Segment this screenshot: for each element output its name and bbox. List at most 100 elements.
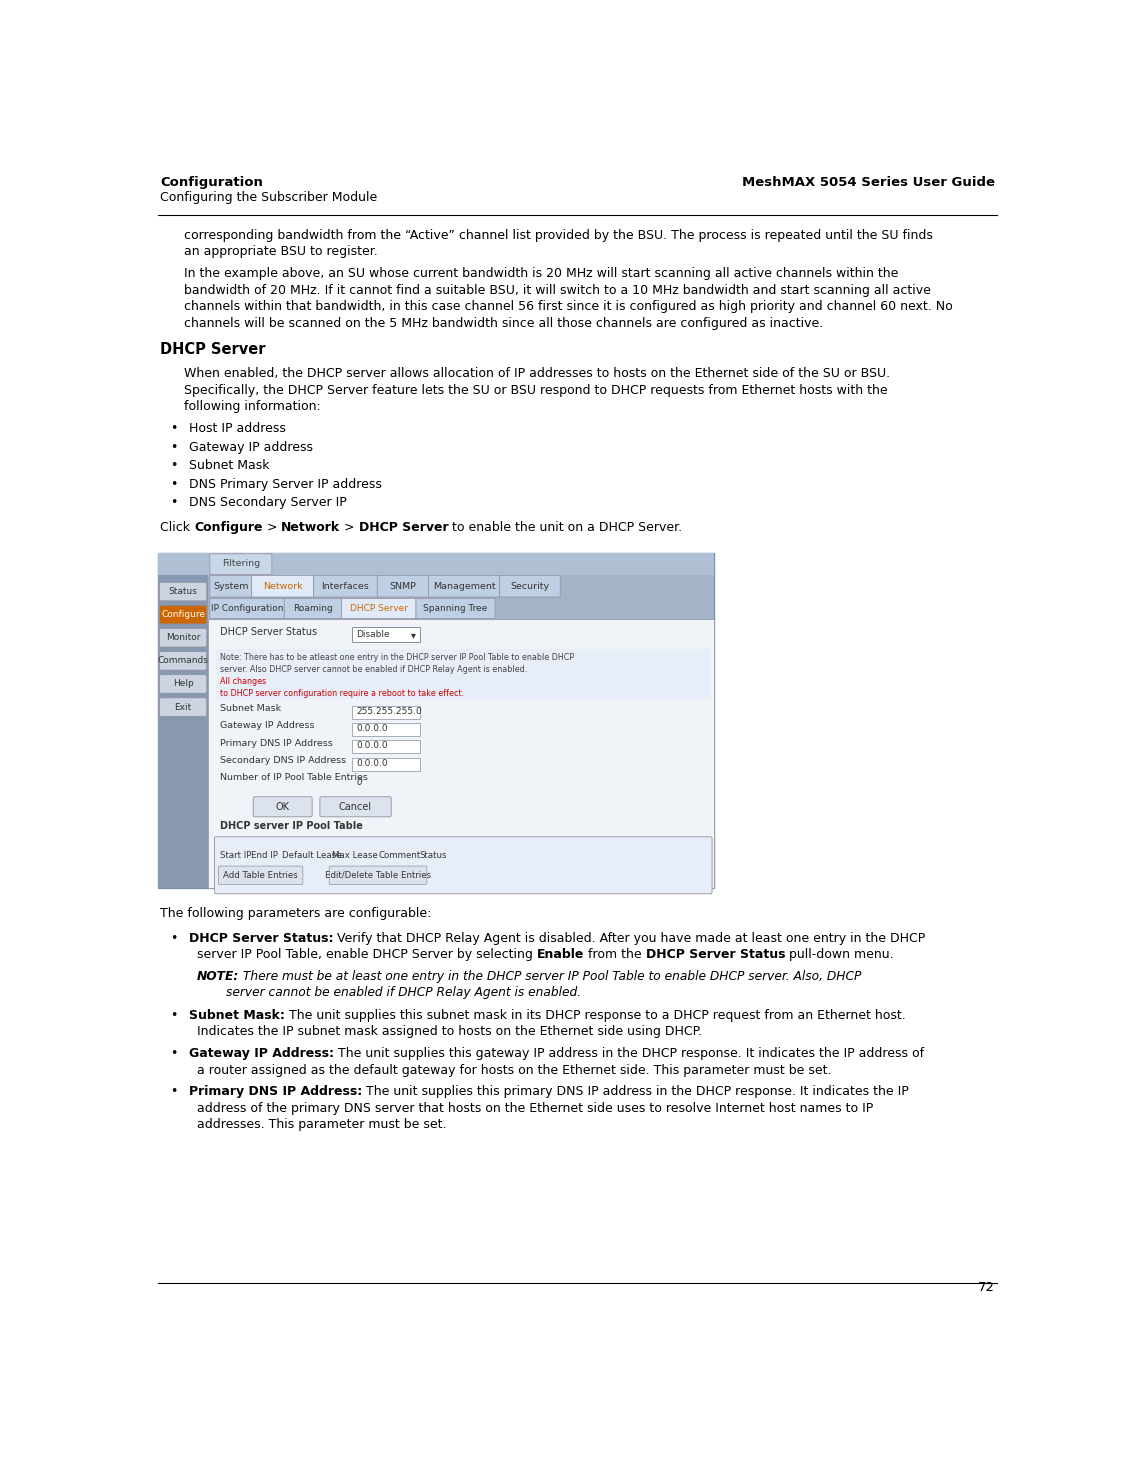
FancyBboxPatch shape — [216, 649, 710, 699]
Text: 0: 0 — [356, 778, 362, 787]
FancyBboxPatch shape — [352, 740, 420, 753]
FancyBboxPatch shape — [284, 599, 341, 618]
Text: All changes
to DHCP server configuration require a reboot to take effect.: All changes to DHCP server configuration… — [220, 677, 464, 697]
Text: In the example above, an SU whose current bandwidth is 20 MHz will start scannin: In the example above, an SU whose curren… — [184, 267, 898, 280]
FancyBboxPatch shape — [208, 619, 715, 888]
Text: Primary DNS IP Address: Primary DNS IP Address — [220, 738, 332, 747]
Text: Subnet Mask: Subnet Mask — [189, 459, 269, 473]
Text: Indicates the IP subnet mask assigned to hosts on the Ethernet side using DHCP.: Indicates the IP subnet mask assigned to… — [197, 1026, 702, 1038]
FancyBboxPatch shape — [352, 722, 420, 735]
FancyBboxPatch shape — [210, 575, 251, 597]
Text: Primary DNS IP Address:: Primary DNS IP Address: — [189, 1085, 362, 1098]
FancyBboxPatch shape — [428, 575, 499, 597]
Text: •: • — [170, 496, 178, 509]
Text: Help: Help — [172, 680, 194, 688]
FancyBboxPatch shape — [210, 599, 284, 618]
Text: •: • — [170, 477, 178, 490]
Text: DHCP Server: DHCP Server — [358, 521, 449, 534]
Text: The unit supplies this subnet mask in its DHCP response to a DHCP request from a: The unit supplies this subnet mask in it… — [285, 1009, 906, 1022]
FancyBboxPatch shape — [499, 575, 560, 597]
Text: 0.0.0.0: 0.0.0.0 — [356, 759, 388, 768]
Text: NOTE:: NOTE: — [197, 970, 239, 984]
Text: The unit supplies this gateway IP address in the DHCP response. It indicates the: The unit supplies this gateway IP addres… — [334, 1047, 924, 1060]
FancyBboxPatch shape — [158, 574, 208, 888]
Text: server cannot be enabled if DHCP Relay Agent is enabled.: server cannot be enabled if DHCP Relay A… — [227, 986, 582, 998]
FancyBboxPatch shape — [416, 599, 495, 618]
Text: Configuration: Configuration — [160, 176, 263, 189]
Text: Subnet Mask: Subnet Mask — [220, 705, 281, 713]
Text: Filtering: Filtering — [222, 559, 260, 568]
Text: Cancel: Cancel — [339, 802, 372, 812]
Text: channels will be scanned on the 5 MHz bandwidth since all those channels are con: channels will be scanned on the 5 MHz ba… — [184, 317, 823, 330]
Text: bandwidth of 20 MHz. If it cannot find a suitable BSU, it will switch to a 10 MH: bandwidth of 20 MHz. If it cannot find a… — [184, 283, 931, 297]
Text: SNMP: SNMP — [390, 581, 416, 590]
Text: DNS Secondary Server IP: DNS Secondary Server IP — [189, 496, 347, 509]
Text: MeshMAX 5054 Series User Guide: MeshMAX 5054 Series User Guide — [742, 176, 995, 189]
Text: Note: There has to be atleast one entry in the DHCP server IP Pool Table to enab: Note: There has to be atleast one entry … — [220, 653, 574, 674]
Text: DHCP server IP Pool Table: DHCP server IP Pool Table — [220, 822, 363, 831]
Text: addresses. This parameter must be set.: addresses. This parameter must be set. — [197, 1119, 446, 1132]
Text: •: • — [170, 1047, 178, 1060]
Text: Enable: Enable — [536, 948, 584, 962]
Text: Monitor: Monitor — [166, 633, 201, 643]
Text: Disable: Disable — [356, 630, 390, 639]
Text: Gateway IP Address: Gateway IP Address — [220, 721, 314, 730]
Text: DHCP Server Status: DHCP Server Status — [220, 627, 317, 637]
Text: System: System — [213, 581, 249, 590]
Text: •: • — [170, 459, 178, 473]
Text: Specifically, the DHCP Server feature lets the SU or BSU respond to DHCP request: Specifically, the DHCP Server feature le… — [184, 383, 887, 396]
Text: •: • — [170, 440, 178, 454]
FancyBboxPatch shape — [378, 575, 428, 597]
Text: corresponding bandwidth from the “Active” channel list provided by the BSU. The : corresponding bandwidth from the “Active… — [184, 229, 932, 242]
FancyBboxPatch shape — [313, 575, 378, 597]
Text: Configure: Configure — [161, 611, 205, 619]
Text: Secondary DNS IP Address: Secondary DNS IP Address — [220, 756, 346, 765]
Text: Add Table Entries: Add Table Entries — [223, 871, 298, 879]
Text: DHCP Server Status:: DHCP Server Status: — [189, 932, 334, 945]
FancyBboxPatch shape — [160, 652, 206, 669]
Text: DHCP Server Status: DHCP Server Status — [646, 948, 786, 962]
Text: Network: Network — [282, 521, 340, 534]
Text: •: • — [170, 1009, 178, 1022]
Text: Status: Status — [419, 851, 446, 860]
Text: following information:: following information: — [184, 401, 320, 413]
Text: from the: from the — [584, 948, 646, 962]
FancyBboxPatch shape — [352, 627, 420, 643]
Text: address of the primary DNS server that hosts on the Ethernet side uses to resolv: address of the primary DNS server that h… — [197, 1101, 873, 1114]
FancyBboxPatch shape — [320, 797, 391, 816]
Text: End IP: End IP — [251, 851, 277, 860]
FancyBboxPatch shape — [160, 605, 206, 624]
FancyBboxPatch shape — [352, 757, 420, 771]
Text: Verify that DHCP Relay Agent is disabled. After you have made at least one entry: Verify that DHCP Relay Agent is disabled… — [334, 932, 925, 945]
Text: OK: OK — [276, 802, 290, 812]
Text: ▾: ▾ — [410, 630, 416, 640]
FancyBboxPatch shape — [341, 599, 416, 618]
FancyBboxPatch shape — [160, 697, 206, 716]
Text: >: > — [263, 521, 282, 534]
Text: The unit supplies this primary DNS IP address in the DHCP response. It indicates: The unit supplies this primary DNS IP ad… — [362, 1085, 908, 1098]
Text: IP Configuration: IP Configuration — [211, 603, 283, 614]
Text: Management: Management — [433, 581, 496, 590]
Text: DHCP Server: DHCP Server — [349, 603, 408, 614]
Text: DHCP Server: DHCP Server — [160, 342, 266, 358]
FancyBboxPatch shape — [251, 575, 313, 597]
Text: Edit/Delete Table Entries: Edit/Delete Table Entries — [325, 871, 432, 879]
Text: Gateway IP Address:: Gateway IP Address: — [189, 1047, 334, 1060]
FancyBboxPatch shape — [352, 706, 420, 719]
Text: Comment: Comment — [379, 851, 421, 860]
Text: server IP Pool Table, enable DHCP Server by selecting: server IP Pool Table, enable DHCP Server… — [197, 948, 536, 962]
FancyBboxPatch shape — [158, 553, 715, 574]
Text: •: • — [170, 1085, 178, 1098]
Text: Host IP address: Host IP address — [189, 423, 286, 435]
Text: 0.0.0.0: 0.0.0.0 — [356, 724, 388, 733]
FancyBboxPatch shape — [219, 866, 303, 885]
Text: There must be at least one entry in the DHCP server IP Pool Table to enable DHCP: There must be at least one entry in the … — [239, 970, 861, 984]
Text: •: • — [170, 423, 178, 435]
Text: Max Lease: Max Lease — [332, 851, 378, 860]
Text: channels within that bandwidth, in this case channel 56 first since it is config: channels within that bandwidth, in this … — [184, 299, 952, 313]
Text: Network: Network — [263, 581, 302, 590]
Text: Exit: Exit — [175, 703, 192, 712]
FancyBboxPatch shape — [160, 583, 206, 600]
FancyBboxPatch shape — [214, 837, 712, 894]
FancyBboxPatch shape — [210, 553, 272, 574]
